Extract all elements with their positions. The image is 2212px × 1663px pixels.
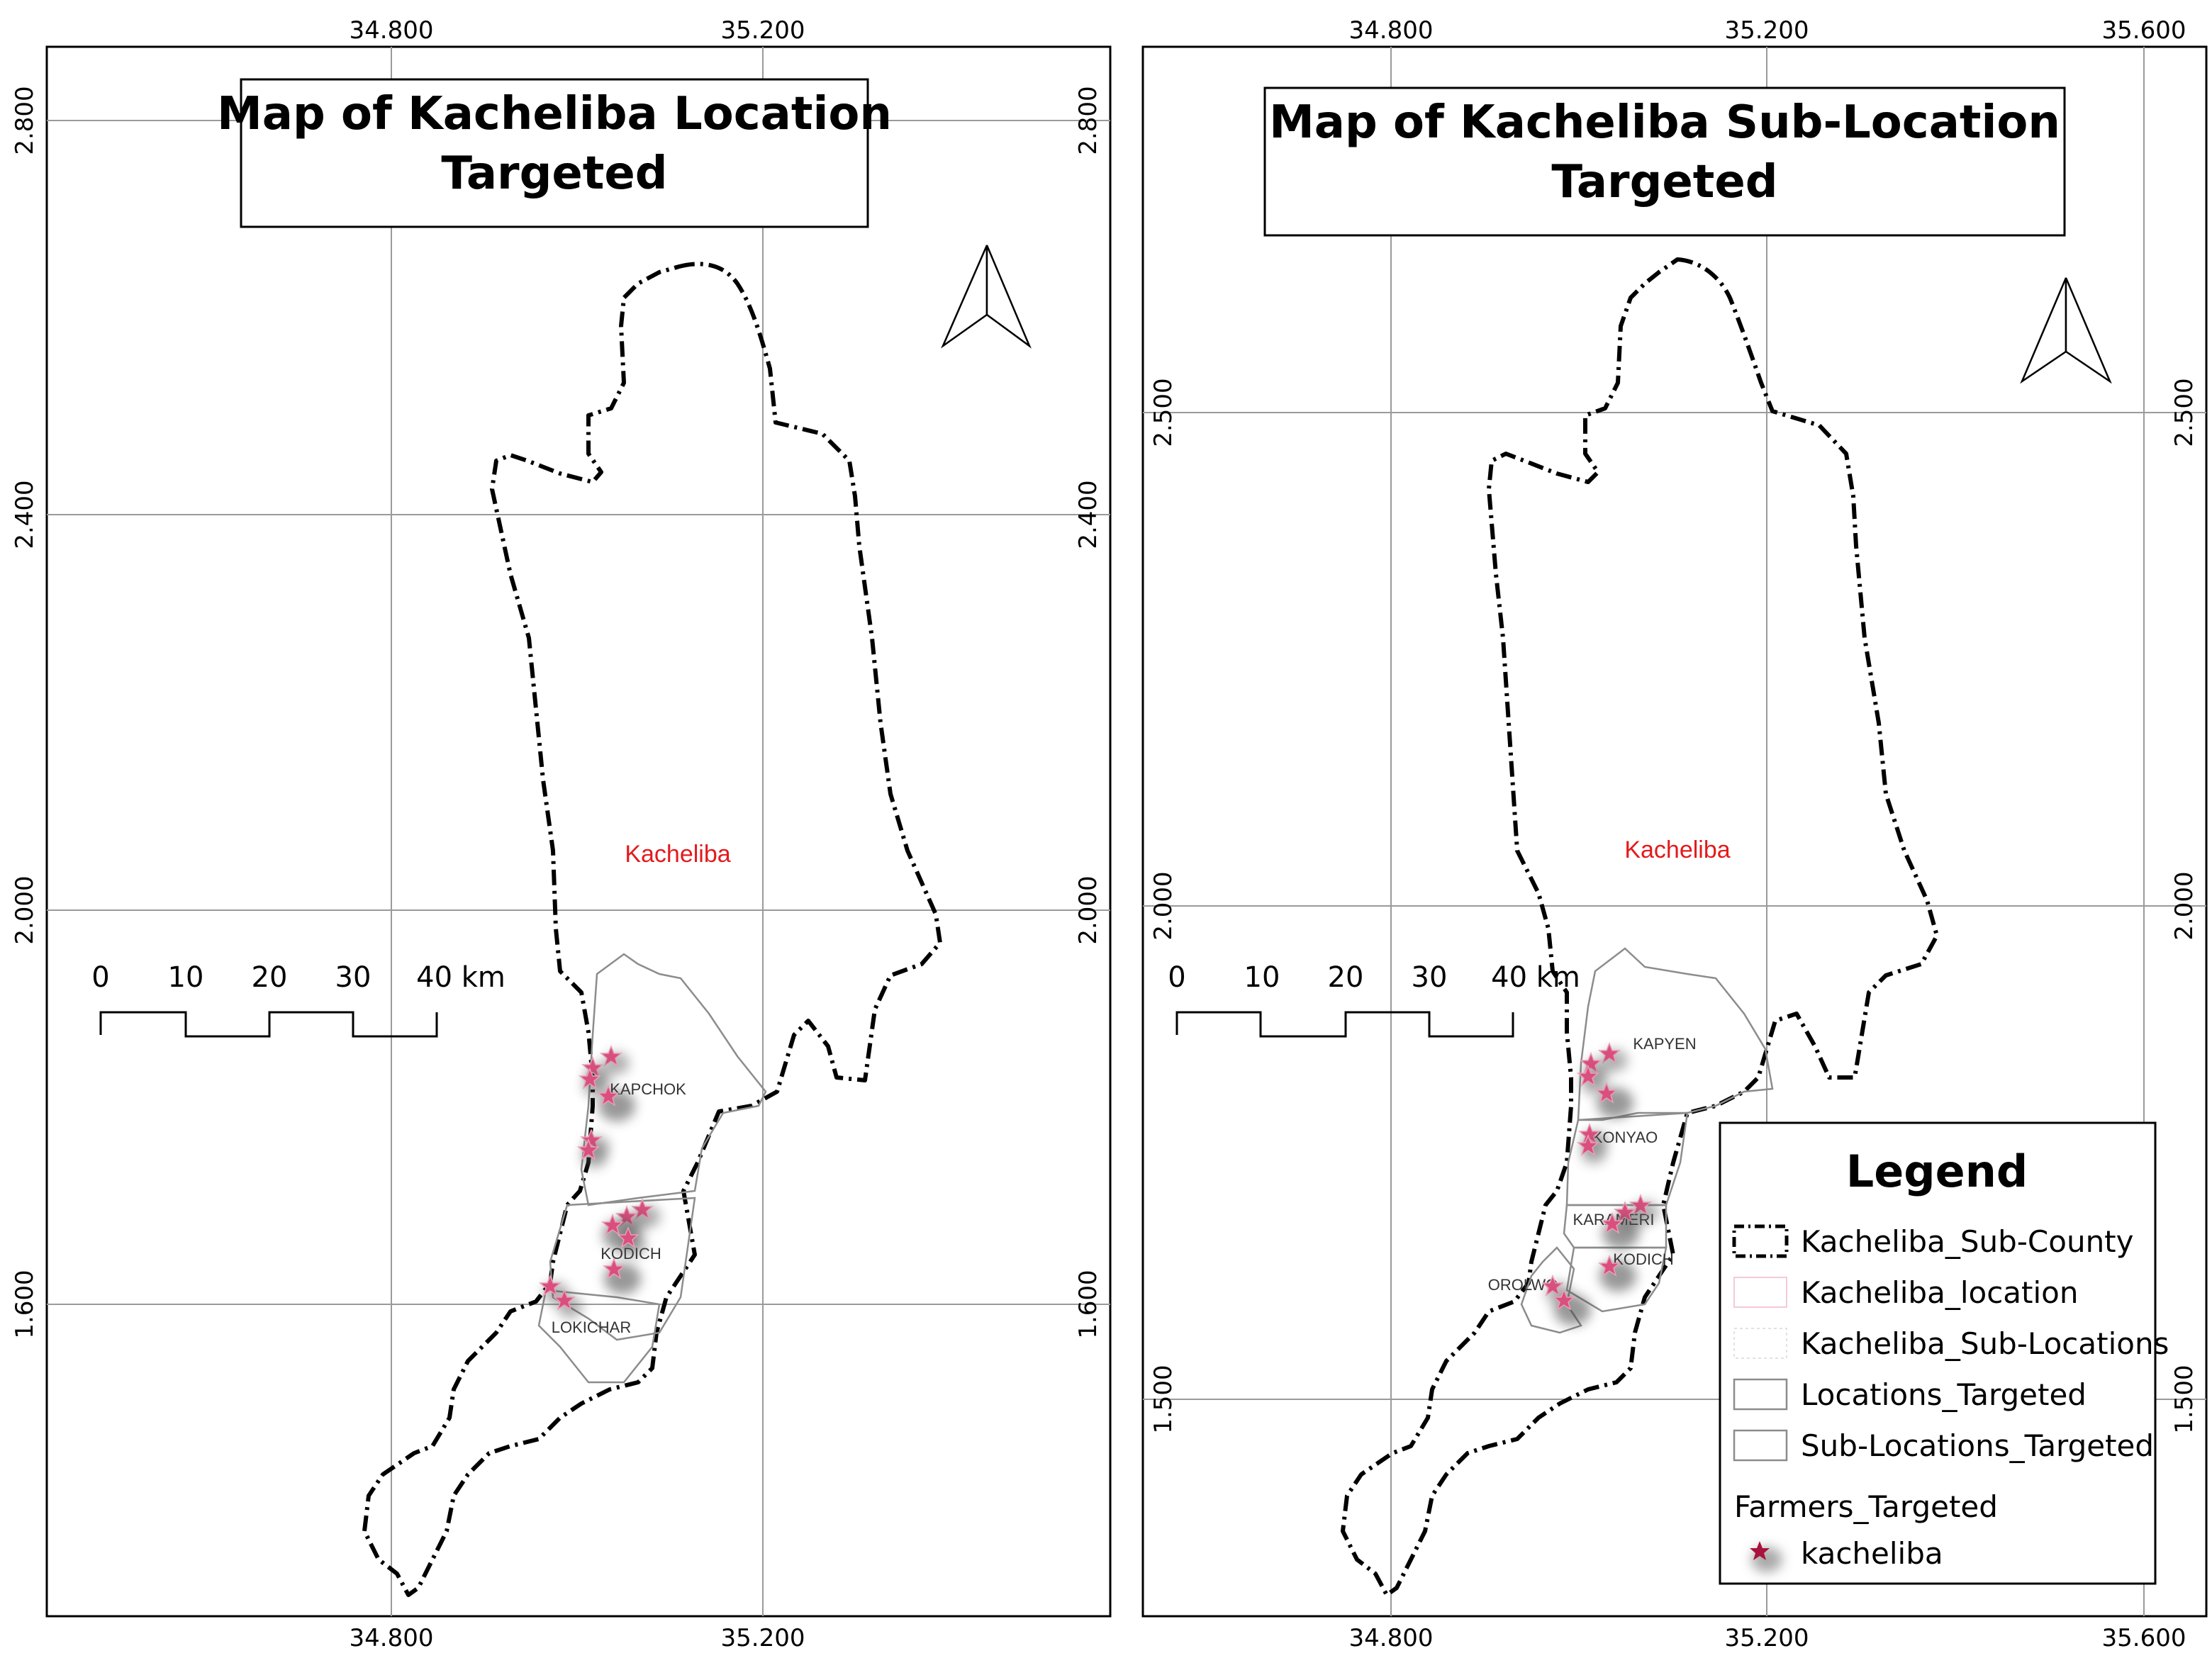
sub-location-scale-label-40: 40 km [1491,961,1580,994]
sub-location-farmer-markers [1541,1041,1659,1326]
sub-location-x-tick-bottom-1: 34.800 [1349,1624,1434,1652]
sub-location-title-line2: Targeted [1551,156,1777,208]
location-title-line2: Targeted [441,147,667,200]
farmer-marker-star-icon [1577,1064,1607,1094]
legend-swatch-sub-county [1732,1224,1789,1258]
farmer-marker-star-icon [1553,1288,1591,1326]
sub-location-y-tick-right-2: 2.000 [2170,871,2199,940]
location-title-line1: Map of Kacheliba Location [217,88,892,140]
legend-box [1719,1121,2157,1585]
legend: Legend Kacheliba_Sub-County Kacheliba_lo… [1719,1121,2169,1585]
location-y-tick-left-2: 2.400 [11,480,39,549]
legend-swatch-sub-locations-targeted [1733,1429,1788,1462]
legend-swatch-location [1733,1277,1787,1308]
location-x-tick-bottom-1: 34.800 [350,1624,434,1652]
north-arrow-icon [2020,277,2112,384]
legend-label-sub-locations-targeted: Sub-Locations_Targeted [1801,1428,2154,1463]
location-map-panel: 34.800 35.200 34.800 35.200 2.800 2.400 … [11,16,1112,1652]
farmer-marker-star-icon [577,1138,607,1168]
sub-location-title-line1: Map of Kacheliba Sub-Location [1269,96,2060,149]
sub-location-x-tick-top-1: 34.800 [1349,16,1434,45]
location-scale-label-30: 30 [335,961,372,994]
sub-location-y-tick-left-2: 2.000 [1149,871,1178,940]
legend-label-locations-targeted: Locations_Targeted [1801,1377,2087,1412]
sub-location-area-label-kapyen: KAPYEN [1633,1035,1696,1053]
sub-location-x-tick-bottom-2: 35.200 [1725,1624,1809,1652]
sub-location-y-tick-right-1: 2.500 [2170,378,2199,447]
location-farmer-markers [539,1044,661,1318]
north-arrow-icon [941,245,1032,349]
location-y-tick-left-3: 2.000 [11,875,39,944]
legend-title: Legend [1846,1146,2028,1197]
legend-label-sub-county: Kacheliba_Sub-County [1801,1224,2134,1259]
legend-label-sub-locations: Kacheliba_Sub-Locations [1801,1326,2169,1361]
farmer-marker-star-icon [600,1044,630,1075]
location-y-tick-left-4: 1.600 [11,1270,39,1338]
farmer-marker-star-icon [553,1288,583,1318]
location-x-tick-top-1: 34.800 [350,16,434,45]
farmer-marker-star-icon [579,1067,608,1097]
farmer-marker-star-icon [597,1084,635,1121]
location-x-tick-top-2: 35.200 [721,16,805,45]
farmer-marker-star-icon [1577,1133,1607,1164]
sub-location-y-tick-left-1: 2.500 [1149,378,1178,447]
location-y-tick-right-2: 2.400 [1074,480,1102,549]
legend-label-location: Kacheliba_location [1801,1275,2078,1310]
location-y-tick-right-4: 1.600 [1074,1270,1102,1338]
sub-location-x-tick-bottom-3: 35.600 [2102,1624,2186,1652]
location-scale-label-20: 20 [252,961,288,994]
location-map-frame [45,45,1112,1618]
sub-location-scale-label-20: 20 [1328,961,1364,994]
sub-location-subcounty-boundary [1341,257,1939,1597]
farmer-marker-star-icon [1601,1211,1639,1249]
legend-group-label: Farmers_Targeted [1734,1489,1998,1524]
farmer-marker-star-icon [603,1257,641,1294]
sub-location-scale-label-10: 10 [1244,961,1280,994]
location-y-tick-right-1: 2.800 [1074,86,1102,155]
location-area-label-lokichar: LOKICHAR [552,1318,631,1336]
sub-location-scale-label-30: 30 [1412,961,1448,994]
farmer-marker-star-icon [1598,1041,1628,1072]
sub-location-y-tick-left-3: 1.500 [1149,1365,1178,1433]
location-scale-label-40: 40 km [416,961,505,994]
sub-location-title-box [1263,86,2066,237]
sub-location-x-tick-top-2: 35.200 [1725,16,1809,45]
sub-location-scale-bar: 0 10 20 30 40 km [1168,961,1580,1038]
legend-star-icon [1750,1541,1782,1572]
location-scale-bar: 0 10 20 30 40 km [91,961,505,1038]
sub-location-map-grid [1143,47,2206,1616]
sub-location-scale-label-0: 0 [1168,961,1185,994]
location-y-tick-left-1: 2.800 [11,86,39,155]
legend-swatch-locations-targeted [1733,1378,1788,1411]
location-scale-label-0: 0 [91,961,109,994]
farmer-marker-star-icon [617,1226,647,1256]
location-scale-label-10: 10 [168,961,204,994]
sub-location-y-tick-right-3: 1.500 [2170,1365,2199,1433]
sub-location-x-tick-top-3: 35.600 [2102,16,2186,45]
farmer-marker-star-icon [1595,1081,1633,1119]
location-x-tick-bottom-2: 35.200 [721,1624,805,1652]
farmer-marker-star-icon [1598,1254,1636,1292]
location-region-label: Kacheliba [625,841,730,868]
legend-swatch-sub-locations [1733,1328,1787,1359]
sub-location-region-label: Kacheliba [1624,836,1730,863]
location-title-box [240,78,869,228]
sub-location-map-panel: 34.800 35.200 35.600 34.800 35.200 35.60… [1141,16,2208,1652]
legend-marker-label: kacheliba [1801,1536,1943,1571]
location-y-tick-right-3: 2.000 [1074,875,1102,944]
